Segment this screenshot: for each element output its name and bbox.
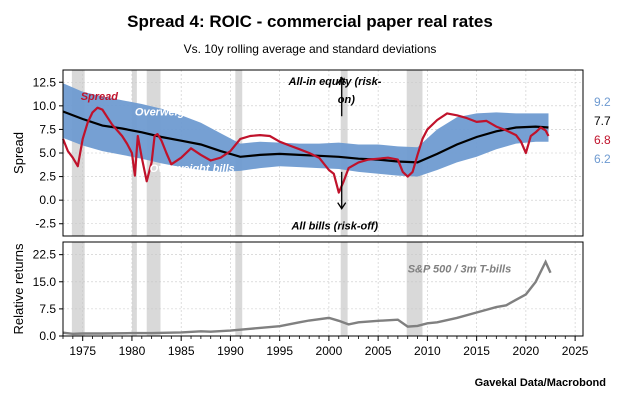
x-tick-label: 1985 <box>168 344 195 358</box>
y-tick-label: 10.0 <box>33 99 57 113</box>
y-tick-label: 0.0 <box>39 193 56 207</box>
right-value-labels: 9.2 7.7 6.8 6.2 <box>594 95 611 166</box>
right-value-label: 6.2 <box>594 152 611 166</box>
recession-band-bottom <box>71 242 85 336</box>
top-panel: Spread Overweight eq Overweight bills All-i… <box>11 69 611 237</box>
bottom-annotations: S&P 500 / 3m T-bills <box>408 264 512 276</box>
x-ticks: 1975 1980 1985 1990 1995 2000 2005 2010 2015 2020… <box>62 336 589 358</box>
y-tick-label: 2.5 <box>39 170 56 184</box>
annotation-overweight-equity: Overweight eq <box>135 106 211 118</box>
x-tick-label: 1975 <box>69 344 96 358</box>
y-tick-label: 7.5 <box>39 302 56 316</box>
x-tick-label: 2010 <box>414 344 441 358</box>
bottom-panel: S&P 500 / 3m T-bills 22.5 15.0 7.5 0.0 1975… <box>11 241 589 358</box>
bottom-panel-frame <box>62 241 584 337</box>
annotation-spread: Spread <box>81 91 119 103</box>
x-tick-label: 2005 <box>365 344 392 358</box>
x-tick-label: 1990 <box>217 344 244 358</box>
bottom-panel-background <box>63 242 583 336</box>
annotation-all-in-equity: All-in equity (risk- <box>288 76 382 88</box>
y-tick-label: 12.5 <box>33 75 57 89</box>
y-tick-label: 5.0 <box>39 146 56 160</box>
top-annotations: Spread Overweight eq Overweight bills All-i… <box>81 76 382 232</box>
x-tick-label: 2000 <box>316 344 343 358</box>
average-line <box>62 110 549 164</box>
right-value-label: 9.2 <box>594 95 611 109</box>
chart-title: Spread 4: ROIC - commercial paper real r… <box>127 12 493 31</box>
x-tick-label: 2020 <box>513 344 540 358</box>
right-value-label: 7.7 <box>594 114 611 128</box>
arrow-down-head <box>337 202 347 210</box>
y-tick-label: 22.5 <box>33 248 57 262</box>
spread-line <box>61 106 550 194</box>
top-arrows <box>337 76 347 210</box>
sp500-tbills-ratio-line <box>62 259 552 336</box>
x-tick-label: 2025 <box>562 344 589 358</box>
arrow-up-head <box>337 76 347 84</box>
annotation-sp500-tbills: S&P 500 / 3m T-bills <box>408 264 512 276</box>
bottom-y-ticks: 22.5 15.0 7.5 0.0 <box>33 248 63 343</box>
recession-band-bottom <box>235 242 243 336</box>
y-tick-label: 7.5 <box>39 122 56 136</box>
top-y-axis-label: Spread <box>11 132 26 174</box>
annotation-all-bills: All bills (risk-off) <box>290 220 378 232</box>
y-tick-label: 0.0 <box>39 329 56 343</box>
annotation-overweight-bills: Overweight bills <box>150 163 235 175</box>
x-tick-label: 1995 <box>266 344 293 358</box>
top-y-ticks: 12.5 10.0 7.5 5.0 2.5 0.0 -2.5 <box>33 75 63 231</box>
source-label: Gavekal Data/Macrobond <box>475 377 606 389</box>
chart-subtitle: Vs. 10y rolling average and standard dev… <box>184 42 437 56</box>
recession-band-bottom <box>131 242 137 336</box>
recession-band-bottom <box>406 242 423 336</box>
recession-band-bottom <box>146 242 161 336</box>
bottom-y-axis-label: Relative returns <box>11 243 26 335</box>
x-tick-label: 1980 <box>119 344 146 358</box>
annotation-risk-on: on) <box>338 94 355 106</box>
right-value-label: 6.8 <box>594 133 611 147</box>
y-tick-label: 15.0 <box>33 275 57 289</box>
x-tick-label: 2015 <box>463 344 490 358</box>
bottom-recession-bands <box>71 242 423 336</box>
y-tick-label: -2.5 <box>35 217 56 231</box>
recession-band-bottom <box>340 242 348 336</box>
